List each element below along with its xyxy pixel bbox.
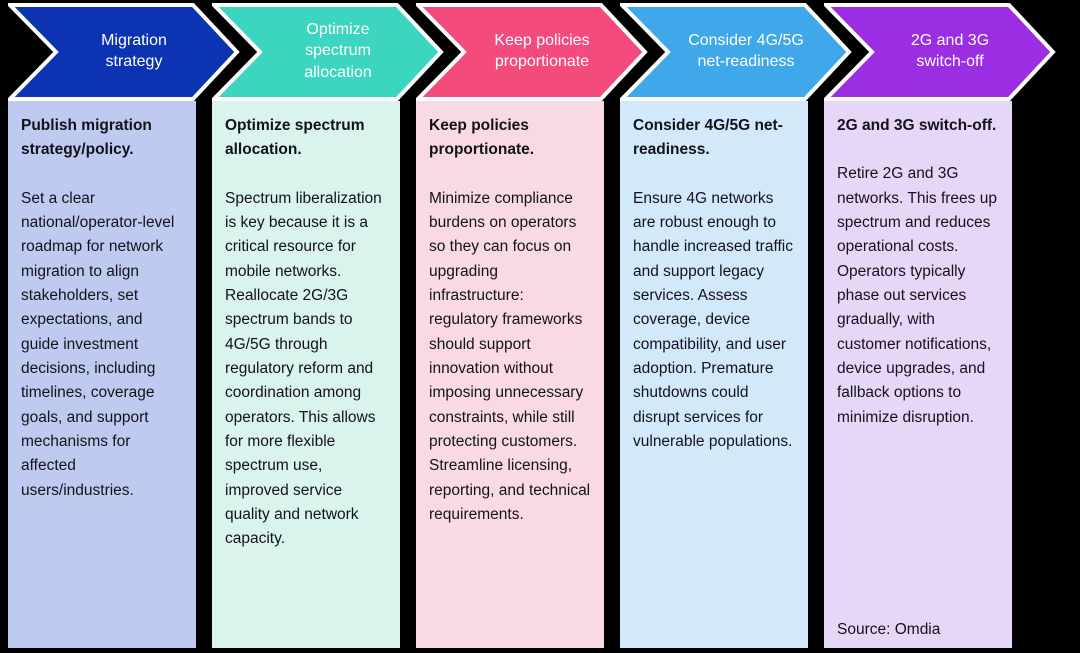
source-attribution: Source: Omdia [837,620,941,638]
panel-heading: 2G and 3G switch-off. [837,117,997,134]
chevron-arrow [8,3,240,101]
step-4g-5g-net-readiness: Consider 4G/5G net-readiness Consider 4G… [620,0,852,653]
step-detail-panel: Optimize spectrum allocation. Spectrum l… [212,101,400,648]
panel-body: Ensure 4G networks are robust enough to … [633,189,793,450]
panel-body: Minimize compliance burdens on operators… [429,189,591,523]
step-detail-panel: Publish migration strategy/policy. Set a… [8,101,196,648]
step-detail-panel: Keep policies proportionate. Minimize co… [416,101,604,648]
chevron-arrow [212,3,444,101]
panel-heading: Publish migration strategy/policy. [21,117,152,159]
chevron-arrow [824,3,1056,101]
panel-heading: Optimize spectrum allocation. [225,117,365,159]
step-keep-policies-proportionate: Keep policies proportionate Keep policie… [416,0,648,653]
step-detail-panel: 2G and 3G switch-off. Retire 2G and 3G n… [824,101,1012,648]
panel-body: Spectrum liberalization is key because i… [225,189,382,548]
panel-body: Set a clear national/operator-level road… [21,189,175,499]
chevron-arrow [416,3,648,101]
chevron-arrow [620,3,852,101]
panel-body: Retire 2G and 3G networks. This frees up… [837,165,997,426]
step-optimize-spectrum: Optimize spectrum allocation Optimize sp… [212,0,444,653]
panel-heading: Keep policies proportionate. [429,117,535,159]
step-detail-panel: Consider 4G/5G net-readiness. Ensure 4G … [620,101,808,648]
panel-heading: Consider 4G/5G net-readiness. [633,117,783,159]
step-migration-strategy: Migration strategy Publish migration str… [8,0,240,653]
step-2g-3g-switch-off: 2G and 3G switch-off 2G and 3G switch-of… [824,0,1056,653]
